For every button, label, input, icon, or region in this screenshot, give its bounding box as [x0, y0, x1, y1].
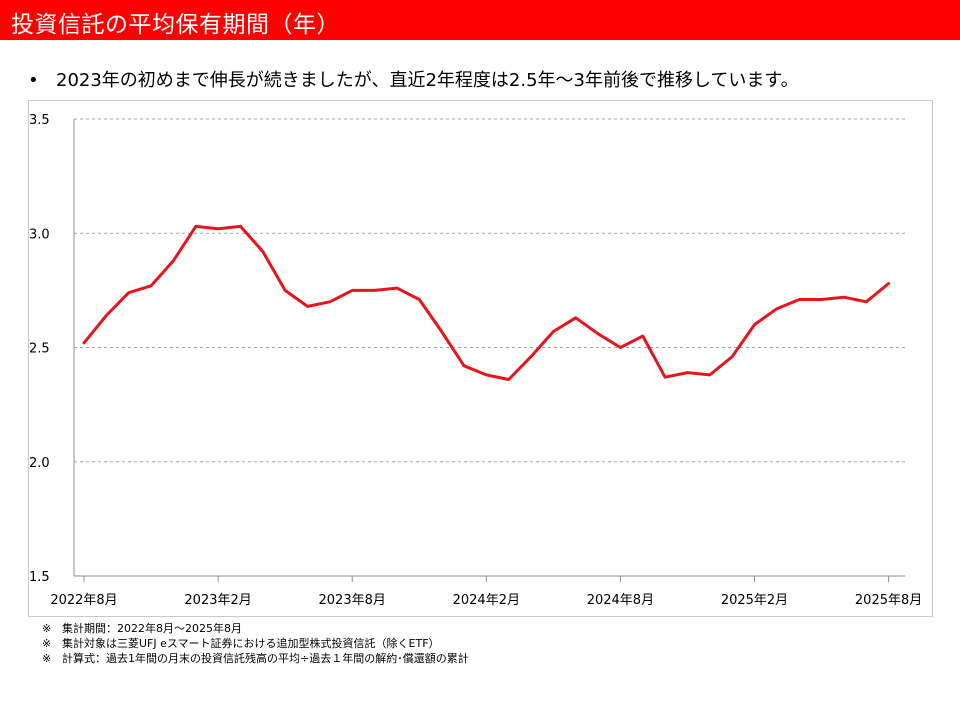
- note-mark: ※: [42, 652, 52, 665]
- summary-text: 2023年の初めまで伸長が続きましたが、直近2年程度は2.5年～3年前後で推移し…: [56, 70, 799, 91]
- footnote-period: ※ 集計期間：2022年8月～2025年8月: [42, 621, 469, 636]
- note-text: 計算式：過去1年間の月末の投資信託残高の平均÷過去１年間の解約･償還額の累計: [62, 652, 469, 665]
- x-tick-label: 2022年8月: [50, 593, 117, 608]
- summary-bullet: • 2023年の初めまで伸長が続きましたが、直近2年程度は2.5年～3年前後で推移…: [28, 66, 799, 92]
- footnotes: ※ 集計期間：2022年8月～2025年8月 ※ 集計対象は三菱UFJ eスマート証…: [42, 621, 469, 666]
- y-tick-label: 2.0: [29, 456, 50, 471]
- y-tick-label: 3.0: [29, 227, 50, 242]
- x-tick-label: 2025年2月: [721, 593, 788, 608]
- footnote-formula: ※ 計算式：過去1年間の月末の投資信託残高の平均÷過去１年間の解約･償還額の累計: [42, 651, 469, 666]
- x-tick-label: 2024年8月: [587, 593, 654, 608]
- chart-frame: 1.5 2.0 2.5 3.0 3.5 2022年8月 2023年2月 2023年8月 2024…: [28, 100, 933, 617]
- series-line: [82, 224, 891, 381]
- footnote-scope: ※ 集計対象は三菱UFJ eスマート証券における追加型株式投資信託（除くETF）: [42, 636, 469, 651]
- x-tick-label: 2024年2月: [453, 593, 520, 608]
- x-tick-label: 2023年8月: [319, 593, 386, 608]
- y-tick-label: 1.5: [29, 570, 50, 585]
- note-text: 集計期間：2022年8月～2025年8月: [62, 622, 242, 635]
- note-mark: ※: [42, 637, 52, 650]
- y-tick-label: 2.5: [29, 342, 50, 357]
- x-tick-label: 2025年8月: [855, 593, 922, 608]
- x-tick-label: 2023年2月: [184, 593, 251, 608]
- line-chart: 1.5 2.0 2.5 3.0 3.5 2022年8月 2023年2月 2023年8月 2024…: [29, 113, 922, 608]
- note-mark: ※: [42, 622, 52, 635]
- page-title: 投資信託の平均保有期間（年）: [11, 12, 340, 38]
- bullet-marker: •: [28, 70, 39, 91]
- title-bar: 投資信託の平均保有期間（年）: [0, 0, 960, 40]
- y-tick-label: 3.5: [29, 113, 50, 128]
- note-text: 集計対象は三菱UFJ eスマート証券における追加型株式投資信託（除くETF）: [62, 637, 440, 650]
